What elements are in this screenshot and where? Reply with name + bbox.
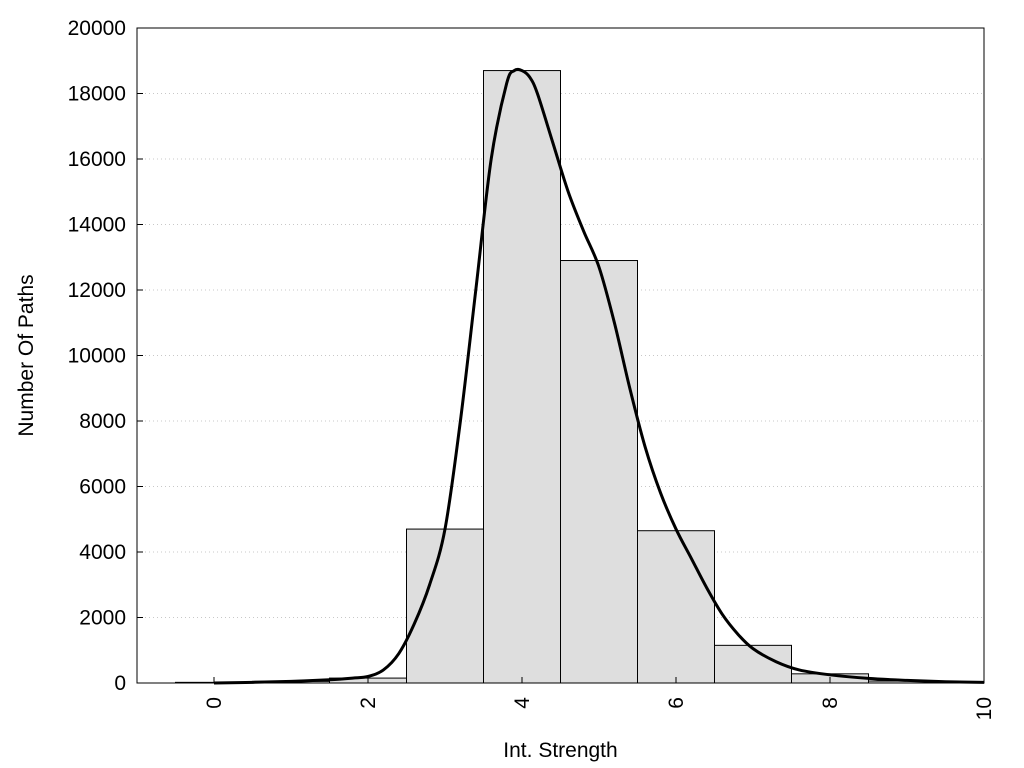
y-tick-label-18000: 18000 [68, 83, 126, 106]
y-tick-label-20000: 20000 [68, 17, 126, 40]
y-tick-label-2000: 2000 [79, 607, 126, 630]
x-tick-label-4: 4 [511, 697, 534, 709]
x-axis-label: Int. Strength [503, 739, 617, 762]
y-tick-label-0: 0 [114, 672, 126, 695]
y-tick-label-12000: 12000 [68, 279, 126, 302]
y-tick-label-16000: 16000 [68, 148, 126, 171]
y-tick-label-10000: 10000 [68, 345, 126, 368]
bars [175, 70, 985, 684]
bar-3 [406, 528, 484, 684]
y-axis-ticks: 0 2000 4000 6000 8000 10000 12000 14000 16000 180… [68, 17, 143, 695]
x-tick-label-2: 2 [357, 697, 380, 709]
x-tick-label-10: 10 [973, 697, 996, 720]
x-axis-ticks: 0 2 4 6 8 10 [203, 677, 996, 720]
x-tick-label-8: 8 [819, 697, 842, 709]
y-tick-label-4000: 4000 [79, 541, 126, 564]
bar-5 [560, 260, 638, 684]
y-tick-label-14000: 14000 [68, 214, 126, 237]
y-tick-label-6000: 6000 [79, 476, 126, 499]
y-tick-label-8000: 8000 [79, 410, 126, 433]
bar-6 [637, 530, 715, 684]
density-curve [213, 67, 985, 685]
y-axis-label: Number Of Paths [15, 274, 38, 436]
x-tick-label-6: 6 [665, 697, 688, 709]
bar-4 [483, 70, 561, 684]
x-tick-label-0: 0 [203, 697, 226, 709]
